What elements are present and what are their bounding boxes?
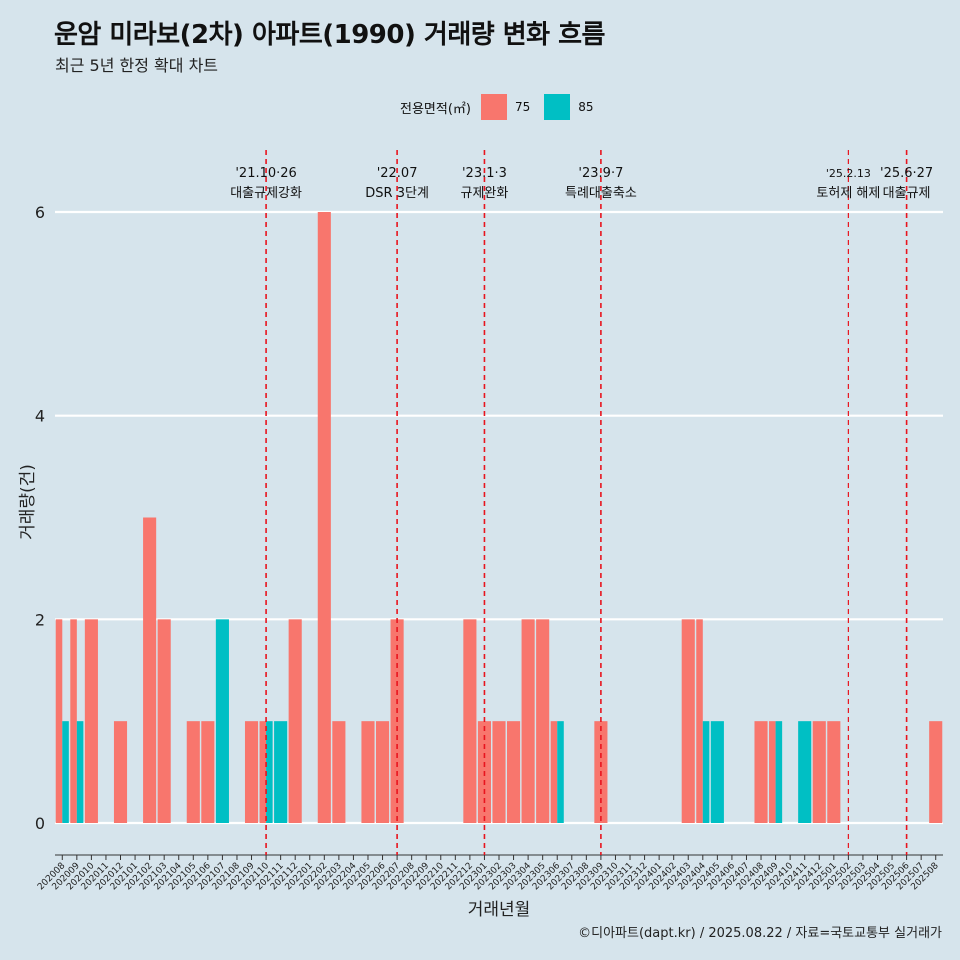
bar-75-202203 [332, 721, 346, 823]
bar-85-202404 [702, 721, 710, 823]
bar-85-202107 [215, 619, 229, 823]
event-date-label: '25.2.13 [826, 167, 871, 180]
bar-75-202109 [244, 721, 259, 823]
bar-75-202409 [769, 721, 776, 823]
bar-75-202112 [288, 619, 302, 823]
y-tick-label: 6 [35, 203, 45, 222]
y-axis-title: 거래량(건) [18, 464, 38, 540]
bar-75-202202 [317, 212, 331, 823]
legend-title: 전용면적(㎡) [400, 101, 471, 117]
chart-title: 운암 미라보(2차) 아파트(1990) 거래량 변화 흐름 [54, 20, 605, 50]
bar-75-202103 [157, 619, 171, 823]
event-date-label: '23.9·7 [578, 166, 623, 181]
source-caption: ©디아파트(dapt.kr) / 2025.08.22 / 자료=국토교통부 실… [578, 926, 942, 941]
bar-75-202205 [361, 721, 375, 823]
bar-75-202508 [929, 721, 943, 823]
y-tick-label: 0 [35, 814, 45, 833]
legend-key-85 [544, 94, 571, 120]
bar-75-202009 [70, 619, 77, 823]
event-label: 규제완화 [461, 186, 509, 201]
bar-75-202105 [186, 721, 200, 823]
bar-85-202110 [266, 721, 273, 823]
event-label: 대출규제 [883, 186, 931, 201]
event-label: DSR 3단계 [365, 186, 429, 201]
bar-75-202212 [463, 619, 477, 823]
bar-85-202405 [710, 721, 724, 823]
bar-75-202106 [201, 721, 215, 823]
event-date-label: '22.07 [377, 166, 418, 181]
bar-75-202206 [375, 721, 390, 823]
event-label: 토허제 해제 [816, 186, 880, 201]
bar-75-202306 [550, 721, 558, 823]
bar-75-202404 [696, 619, 703, 823]
event-date-label: '25.6·27 [880, 166, 933, 181]
bar-75-202501 [827, 721, 841, 823]
x-axis-title: 거래년월 [468, 900, 531, 920]
event-label: 특례대출축소 [565, 186, 637, 201]
bar-85-202411 [798, 721, 812, 823]
event-date-label: '23.1·3 [462, 166, 507, 181]
bar-85-202306 [557, 721, 564, 823]
bar-75-202403 [681, 619, 695, 823]
bar-75-202303 [507, 721, 521, 823]
bar-85-202009 [76, 721, 84, 823]
event-label: 대출규제강화 [230, 186, 302, 201]
legend-label-85: 85 [578, 100, 594, 114]
bar-75-202110 [259, 721, 267, 823]
bar-75-202302 [492, 721, 506, 823]
bar-75-202008 [55, 619, 63, 823]
bar-75-202102 [143, 517, 157, 823]
bar-75-202408 [754, 721, 768, 823]
bar-75-202304 [521, 619, 535, 823]
bar-85-202111 [274, 721, 288, 823]
chart-subtitle: 최근 5년 한정 확대 차트 [55, 56, 219, 75]
bar-75-202305 [536, 619, 550, 823]
bar-85-202409 [775, 721, 783, 823]
bar-85-202008 [62, 721, 69, 823]
y-tick-label: 4 [35, 407, 45, 426]
legend-key-75 [480, 94, 507, 120]
event-date-label: '21.10·26 [235, 166, 296, 181]
legend: 전용면적(㎡) 75 85 [400, 94, 608, 120]
legend-label-75: 75 [514, 100, 531, 114]
bar-75-202012 [113, 721, 128, 823]
bar-75-202010 [84, 619, 98, 823]
bar-75-202412 [812, 721, 826, 823]
y-tick-label: 2 [35, 610, 45, 629]
